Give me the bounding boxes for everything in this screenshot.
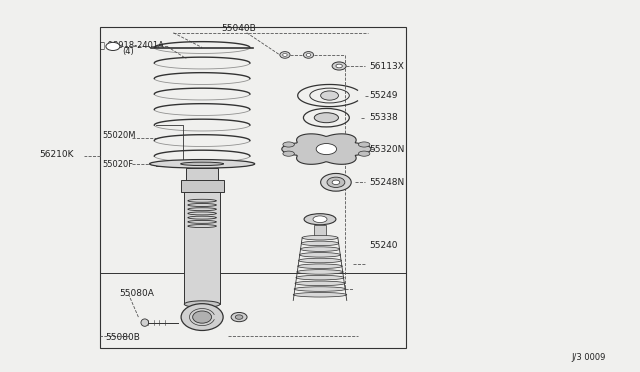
Ellipse shape	[283, 151, 294, 156]
Ellipse shape	[231, 312, 247, 322]
Ellipse shape	[316, 144, 337, 155]
Ellipse shape	[314, 113, 339, 123]
Ellipse shape	[293, 292, 347, 297]
Text: 55248N: 55248N	[370, 178, 405, 187]
Ellipse shape	[332, 180, 340, 185]
Ellipse shape	[283, 54, 287, 57]
Ellipse shape	[236, 315, 243, 319]
Ellipse shape	[280, 52, 290, 58]
Text: N: N	[111, 44, 115, 49]
Ellipse shape	[301, 241, 339, 246]
Text: 55320N: 55320N	[370, 145, 405, 154]
Bar	[186, 167, 218, 182]
Ellipse shape	[181, 304, 223, 330]
Ellipse shape	[332, 62, 346, 70]
Ellipse shape	[302, 235, 338, 240]
Ellipse shape	[296, 275, 344, 280]
Ellipse shape	[307, 54, 311, 57]
Bar	[196, 167, 208, 212]
Ellipse shape	[184, 301, 220, 308]
Ellipse shape	[358, 151, 370, 156]
Ellipse shape	[299, 258, 341, 263]
Bar	[314, 225, 326, 238]
Ellipse shape	[336, 64, 342, 68]
Text: 55080B: 55080B	[105, 333, 140, 342]
Text: ⓝ 08918-2401A: ⓝ 08918-2401A	[100, 40, 164, 49]
Ellipse shape	[298, 264, 342, 269]
Ellipse shape	[303, 52, 314, 58]
Ellipse shape	[141, 319, 148, 326]
Ellipse shape	[327, 177, 345, 187]
Ellipse shape	[300, 253, 340, 257]
Text: (4): (4)	[122, 48, 134, 57]
Text: 55338: 55338	[370, 113, 399, 122]
Ellipse shape	[295, 281, 345, 286]
Ellipse shape	[150, 160, 255, 168]
Ellipse shape	[313, 216, 327, 222]
Text: 55240: 55240	[370, 241, 398, 250]
Bar	[184, 192, 220, 304]
Ellipse shape	[304, 214, 336, 225]
Text: 56210K: 56210K	[40, 150, 74, 159]
Ellipse shape	[180, 162, 223, 166]
Text: 55080A: 55080A	[119, 289, 154, 298]
Text: 55249: 55249	[370, 91, 398, 100]
Ellipse shape	[321, 173, 351, 191]
Ellipse shape	[106, 42, 120, 51]
Ellipse shape	[300, 247, 340, 251]
Ellipse shape	[321, 91, 339, 100]
Ellipse shape	[297, 270, 343, 274]
Bar	[100, 27, 406, 349]
Ellipse shape	[193, 311, 212, 323]
Ellipse shape	[294, 287, 346, 291]
Text: 55020F: 55020F	[102, 160, 133, 170]
Text: 56113X: 56113X	[370, 61, 404, 71]
Polygon shape	[282, 134, 371, 164]
Text: 55040B: 55040B	[221, 24, 256, 33]
Bar	[180, 180, 223, 192]
Text: J/3 0009: J/3 0009	[572, 353, 606, 362]
Ellipse shape	[358, 142, 370, 147]
Text: 55020M: 55020M	[102, 131, 136, 140]
Ellipse shape	[283, 142, 294, 147]
